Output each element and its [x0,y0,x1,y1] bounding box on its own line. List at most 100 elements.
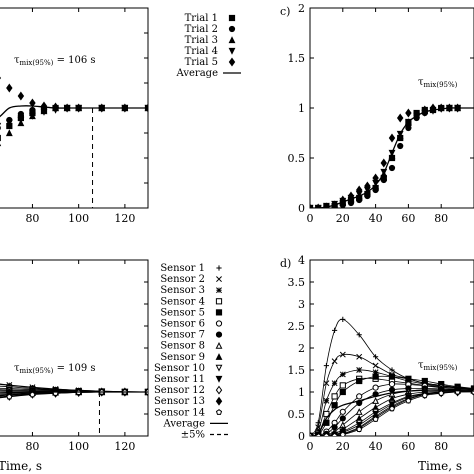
legend-marker [228,25,236,33]
data-point [372,416,379,422]
data-point [40,101,48,111]
series-group [310,103,474,208]
data-point [315,420,321,426]
x-tick-label: 120 [114,440,135,453]
legend-marker [228,47,236,55]
data-point [388,133,396,143]
legend-marker [215,341,223,349]
legend-label: Trial 4 [185,46,218,57]
y-tick-label: 3.5 [288,276,306,289]
data-point [389,367,395,373]
legend-label: Sensor 9 [160,352,205,363]
x-tick-label: 60 [401,212,415,225]
legend-marker [216,265,222,271]
legend-label: Sensor 10 [154,363,205,374]
data-point [6,393,13,400]
data-point [356,426,363,432]
data-point [405,397,412,404]
data-point [17,91,25,101]
legend-marker [216,276,222,283]
data-point [405,108,412,118]
data-point [29,391,36,398]
series-line [310,107,474,208]
data-point [372,373,379,380]
legend-label: Sensor 12 [154,385,205,396]
data-point [323,380,330,387]
data-point [323,432,330,436]
x-tick-label: 100 [68,440,89,453]
data-point [17,110,24,118]
x-tick-label: 0 [307,440,314,453]
x-axis-label: Time, s [0,459,42,473]
series-line [310,389,474,436]
x-tick-label: 40 [369,212,383,225]
x-tick-label: 0 [307,212,314,225]
data-point [364,181,371,191]
data-point [397,142,404,150]
x-tick-label: 80 [434,212,448,225]
data-point [339,371,346,378]
y-tick-label: 3 [298,298,305,311]
data-point [438,390,445,396]
data-point [388,164,396,172]
data-point [331,432,338,436]
legend-label: Sensor 13 [154,396,205,407]
legend-marker [215,385,223,395]
data-point [380,158,388,168]
legend-marker [215,309,223,316]
data-point [373,354,379,360]
data-point [421,105,429,115]
x-tick-label: 80 [25,212,39,225]
data-point [356,377,363,385]
panel-c: 0 20 40 60 80 0 0.5 1 1.5 2 c) [280,2,474,225]
y-tick-label: 0.5 [288,408,306,421]
data-point [372,384,379,391]
data-point [323,397,330,404]
tau-annotation: τmix(95%) [418,77,458,89]
x-tick-label: 20 [336,440,350,453]
data-point [339,388,346,396]
data-point [314,203,322,208]
y-tick-label: 2 [298,2,305,15]
legend-label: Average [176,68,219,79]
data-point [339,382,346,389]
x-tick-label: 20 [336,212,350,225]
x-tick-label: 100 [68,212,89,225]
legend-label: Trial 5 [185,57,218,68]
legend-label: Sensor 14 [154,407,205,418]
y-tick-label: 1 [298,102,305,115]
data-point [52,102,59,112]
y-tick-label: 0.5 [288,152,306,165]
data-point [380,176,387,184]
legend-marker [215,331,223,338]
data-point [388,380,396,388]
data-point [5,119,13,127]
data-point [356,332,362,338]
legend-label: Trial 1 [185,13,218,24]
data-point [372,362,379,369]
legend-label: Sensor 6 [160,319,205,330]
y-tick-label: 0 [298,430,305,443]
series-group [310,316,474,436]
legend-label: Sensor 11 [154,374,205,385]
y-tick-label: 2 [298,342,305,355]
data-point [331,393,338,400]
legend-label: Sensor 2 [160,274,205,285]
x-tick-label: 40 [369,440,383,453]
y-tick-label: 0 [298,202,305,215]
data-point [6,83,13,93]
y-tick-label: 1.5 [288,52,306,65]
data-point [323,363,329,369]
panel-d: 0 20 40 60 80 0 0.5 1 1.5 2 2.5 3 3.5 4 d) Time, s [280,254,474,473]
legend-label: Sensor 5 [160,307,205,318]
y-tick-label: 1 [298,386,305,399]
data-point [372,369,379,376]
data-point [356,393,363,400]
legend-marker [215,298,223,305]
data-point [355,408,363,415]
data-point [339,415,346,422]
data-point [372,173,379,183]
data-point [405,375,412,382]
